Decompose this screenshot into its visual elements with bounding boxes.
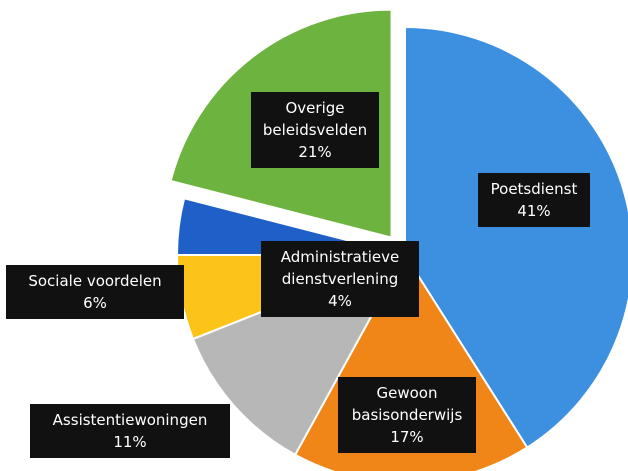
category-label: Gewoon basisonderwijs xyxy=(351,384,463,424)
category-label: Assistentiewoningen xyxy=(52,411,208,429)
category-label: Sociale voordelen xyxy=(28,272,162,290)
value-label: 41% xyxy=(517,202,551,220)
value-label: 17% xyxy=(390,428,424,446)
category-label: Overige beleidsvelden xyxy=(262,99,368,139)
value-label: 11% xyxy=(113,433,147,451)
slice-label: Assistentiewoningen 11% xyxy=(30,404,230,458)
slice-label: Overige beleidsvelden 21% xyxy=(251,92,379,168)
value-label: 6% xyxy=(83,294,107,312)
slice-label: Administratieve dienstverlening 4% xyxy=(261,241,419,317)
slice-label: Sociale voordelen 6% xyxy=(6,265,184,319)
value-label: 21% xyxy=(298,143,332,161)
category-label: Administratieve dienstverlening xyxy=(280,248,400,288)
slice-label: Poetsdienst 41% xyxy=(478,173,590,227)
pie-slice xyxy=(175,197,406,256)
slice-label: Gewoon basisonderwijs 17% xyxy=(338,377,476,453)
value-label: 4% xyxy=(328,292,352,310)
category-label: Poetsdienst xyxy=(490,180,578,198)
